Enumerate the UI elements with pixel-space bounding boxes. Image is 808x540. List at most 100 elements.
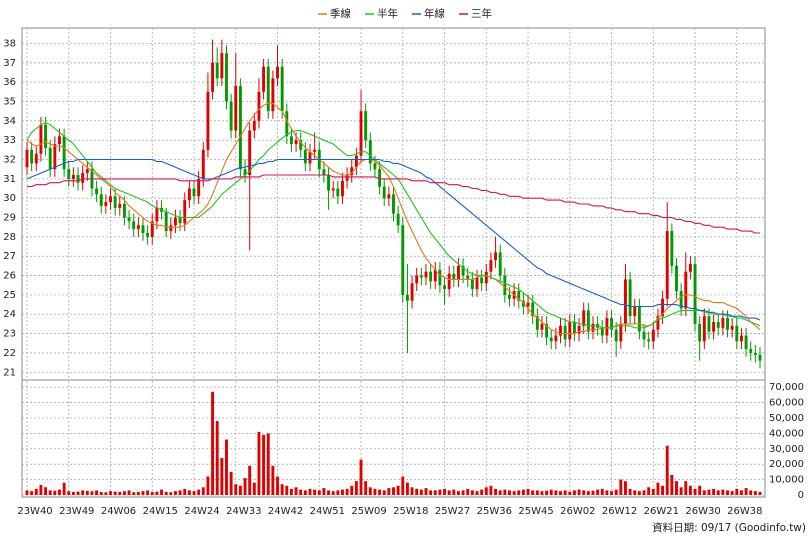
x-tick-label: 24W42 [268,506,303,517]
candle-body [248,130,252,175]
volume-bar [693,488,697,495]
volume-bar [160,489,163,495]
candle-body [76,174,80,183]
volume-bar [489,485,493,495]
volume-bar [220,458,224,495]
volume-bar [308,488,312,495]
candle-body [192,188,196,197]
candle-body [647,339,651,342]
volume-bar [313,489,317,495]
candle-body [721,318,725,328]
candle-body [44,124,48,148]
candle-body [122,204,126,218]
volume-bar [76,491,80,495]
volume-bar [698,485,702,495]
candle-body [619,323,623,342]
volume-bar [494,488,498,495]
candle-body [67,169,71,179]
x-tick-label: 25W45 [518,506,553,517]
candle-body [53,144,57,170]
volume-bar [30,491,34,495]
candle-body [25,149,29,168]
candle-body [726,318,729,330]
y-tick-label: 27 [3,251,16,262]
y2-tick-label: 70,000 [769,382,804,393]
volume-bar [127,490,131,495]
ma-line [26,102,761,335]
volume-bar [62,482,66,495]
volume-bar [229,471,233,495]
y-tick-label: 38 [3,38,16,49]
candle-body [675,265,678,292]
volume-bar [424,488,428,495]
volume-bar [238,485,242,495]
candle-body [716,321,720,328]
volume-bar [396,485,400,495]
candle-body [693,263,697,324]
candle-body [225,53,228,102]
volume-bar [95,490,99,495]
candle-body [637,306,641,332]
candle-body [211,62,215,92]
y-tick-label: 25 [3,290,16,301]
volume-bar [744,488,748,495]
volume-bar [53,490,57,495]
candle-body [276,66,279,79]
volume-bar [503,489,507,495]
ma-line [26,122,761,329]
candle-body [429,271,433,282]
volume-bar [628,488,632,495]
volume-bar [656,482,660,495]
volume-bar [387,488,391,495]
x-tick-label: 26W12 [602,506,637,517]
volume-bar [225,439,228,495]
candle-body [744,335,748,350]
y-tick-label: 24 [3,309,16,320]
candle-body [299,140,303,150]
candle-body [136,225,140,230]
volume-bar [289,488,293,495]
volume-bar [577,489,581,495]
volume-bar [480,489,484,495]
y-tick-label: 23 [3,329,16,340]
candle-body [661,298,665,317]
volume-bar [419,489,423,495]
volume-bar [113,491,117,495]
volume-bar [600,488,604,495]
volume-bar [252,482,256,495]
candle-body [243,169,247,175]
volume-bar [294,487,298,495]
candle-body [266,66,270,112]
legend-label: 半年 [377,7,398,20]
candle-body [679,291,683,309]
y2-tick-label: 40,000 [769,428,804,439]
legend-label: 年線 [424,7,445,20]
volume-bar [345,488,349,495]
volume-bar [614,489,618,495]
volume-bar [85,490,89,495]
volume-bar [243,478,247,495]
volume-bar [317,490,321,495]
volume-bar [368,487,372,495]
candle-body [568,321,572,340]
volume-bar [373,488,377,495]
candle-body [174,217,177,226]
candle-body [39,124,43,154]
volume-bar [572,490,576,495]
candle-body [526,302,530,307]
volume-bar [753,491,757,495]
volume-bar [735,488,739,495]
volume-bar [164,491,168,495]
volume-bar [596,489,600,495]
volume-bar [452,489,456,495]
volume-bar [122,491,126,495]
volume-bar [466,488,470,495]
volume-bar [475,491,479,495]
candle-body [303,149,307,164]
volume-bar [554,490,558,495]
x-tick-label: 26W21 [644,506,679,517]
candle-body [531,302,535,317]
volume-bar [178,490,182,495]
volume-bar [206,476,210,495]
candle-body [336,188,340,197]
